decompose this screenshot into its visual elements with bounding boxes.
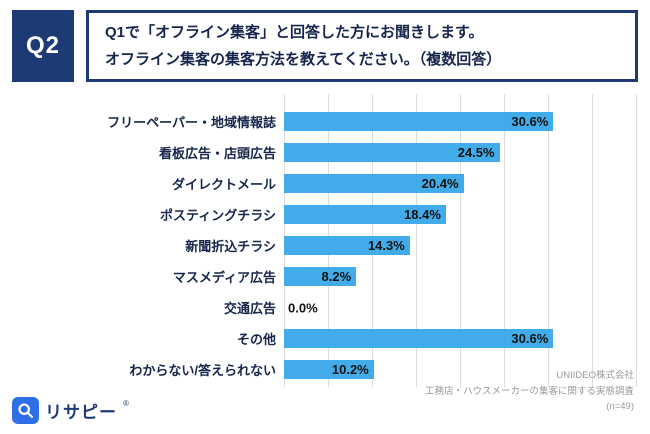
- source-survey-title: 工務店・ハウスメーカーの集客に関する実態調査: [424, 385, 634, 397]
- value-label: 0.0%: [288, 300, 318, 315]
- bar: 8.2%: [284, 267, 357, 286]
- bar-track: 20.4%: [284, 174, 636, 193]
- value-label: 18.4%: [404, 207, 441, 222]
- question-number-badge: Q2: [12, 10, 74, 82]
- gridline: [592, 94, 593, 387]
- chart-row: ポスティングチラシ 18.4%: [6, 199, 636, 230]
- gridline: [416, 94, 417, 387]
- bar: 20.4%: [284, 174, 464, 193]
- chart-row: 新聞折込チラシ 14.3%: [6, 230, 636, 261]
- gridline: [460, 94, 461, 387]
- chart-row: マスメディア広告 8.2%: [6, 261, 636, 292]
- value-label: 20.4%: [421, 176, 459, 191]
- value-label: 30.6%: [511, 114, 549, 129]
- value-label: 30.6%: [511, 331, 549, 346]
- category-label: その他: [236, 332, 276, 347]
- bar-track: 30.6%: [284, 112, 636, 131]
- bar-track: 14.3%: [284, 236, 636, 255]
- registered-mark: ®: [123, 399, 129, 408]
- risapy-logo: リサピー ®: [12, 397, 129, 424]
- category-label: 看板広告・店頭広告: [158, 146, 276, 161]
- question-line-2: オフライン集客の集客方法を教えてください。（複数回答）: [105, 51, 502, 68]
- category-label: 交通広告: [223, 301, 276, 316]
- chart-rows: フリーペーパー・地域情報誌 30.6% 看板広告・店頭広告 24.5% ダイレクトメール…: [6, 106, 636, 385]
- bar-track: 10.2%: [284, 360, 636, 379]
- chart-row: わからない/答えられない 10.2%: [6, 354, 636, 385]
- bar-chart: フリーペーパー・地域情報誌 30.6% 看板広告・店頭広告 24.5% ダイレクトメール…: [6, 94, 637, 387]
- chart-row: 看板広告・店頭広告 24.5%: [6, 137, 636, 168]
- source-note: UNIIDEO株式会社 工務店・ハウスメーカーの集客に関する実態調査 (n=49…: [425, 368, 634, 414]
- bar: 14.3%: [284, 236, 410, 255]
- source-sample-size: (n=49): [606, 400, 634, 412]
- chart-row: 交通広告 0.0%: [6, 292, 636, 323]
- gridline: [548, 94, 549, 387]
- chart-row: フリーペーパー・地域情報誌 30.6%: [6, 106, 636, 137]
- category-label: マスメディア広告: [172, 270, 276, 285]
- category-label: ダイレクトメール: [171, 177, 276, 192]
- category-label: フリーペーパー・地域情報誌: [107, 115, 276, 130]
- bar: 10.2%: [284, 360, 374, 379]
- source-company: UNIIDEO株式会社: [556, 370, 634, 382]
- value-label: 8.2%: [321, 269, 352, 284]
- bar: 24.5%: [284, 143, 500, 162]
- gridline: [636, 94, 637, 387]
- chart-row: ダイレクトメール 20.4%: [6, 168, 636, 199]
- category-label: ポスティングチラシ: [160, 208, 276, 223]
- category-label: わからない/答えられない: [129, 363, 276, 378]
- value-label: 10.2%: [331, 362, 369, 377]
- bar: 18.4%: [284, 205, 446, 224]
- gridline: [504, 94, 505, 387]
- question-header: Q2 Q1で「オフライン集客」と回答した方にお聞きします。 オフライン集客の集客…: [0, 0, 650, 82]
- bar-track: 18.4%: [284, 205, 636, 224]
- bar-track: 0.0%: [284, 298, 636, 317]
- question-line-1: Q1で「オフライン集客」と回答した方にお聞きします。: [105, 24, 484, 41]
- magnifier-icon: [18, 403, 33, 418]
- bar-track: 30.6%: [284, 329, 636, 348]
- bar: 30.6%: [284, 329, 554, 348]
- category-label: 新聞折込チラシ: [185, 239, 276, 254]
- value-label: 24.5%: [457, 145, 495, 160]
- risapy-logo-text: リサピー: [45, 403, 117, 422]
- value-label: 14.3%: [367, 238, 405, 253]
- risapy-logo-icon: [12, 397, 39, 424]
- question-box: Q1で「オフライン集客」と回答した方にお聞きします。 オフライン集客の集客方法を…: [86, 10, 638, 82]
- bar-track: 8.2%: [284, 267, 636, 286]
- bar-track: 24.5%: [284, 143, 636, 162]
- bar: 30.6%: [284, 112, 554, 131]
- chart-row: その他 30.6%: [6, 323, 636, 354]
